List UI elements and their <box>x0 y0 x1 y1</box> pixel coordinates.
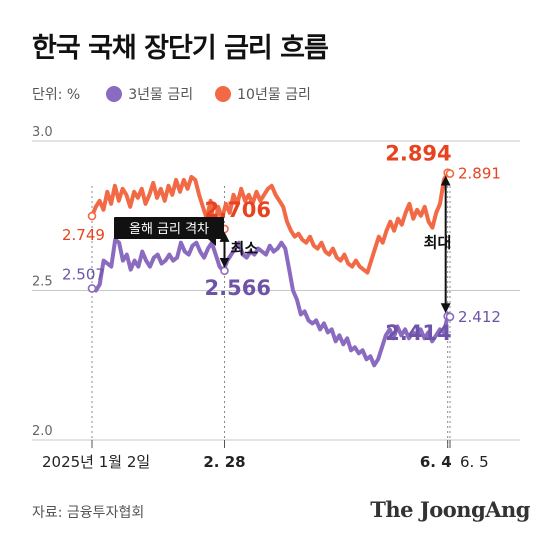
x-tick-label-0: 2025년 1월 2일 <box>42 453 150 471</box>
x-tick-label-2: 6. 4 <box>420 453 452 471</box>
unit-label: 단위: % <box>32 87 81 103</box>
marker-10y-start <box>87 211 97 221</box>
legend: 단위: % 3년물 금리 10년물 금리 <box>32 84 333 104</box>
source-note: 자료: 금융투자협회 <box>32 505 145 521</box>
label-10y-jun4: 2.894 <box>385 142 451 166</box>
y-tick-label-0: 3.0 <box>32 125 53 140</box>
max-gap-label: 최대 <box>424 234 452 252</box>
series-line-3y <box>90 237 452 368</box>
legend-item-10y: 10년물 금리 <box>215 84 311 104</box>
marker-10y-jun5 <box>445 169 455 178</box>
x-tick-label-3: 6. 5 <box>460 453 489 471</box>
callout-box <box>114 217 224 239</box>
legend-dot-3y <box>106 86 123 102</box>
label-3y-jun5: 2.412 <box>458 308 501 326</box>
label-3y-start: 2.507 <box>62 265 105 283</box>
chart-title: 한국 국채 장단기 금리 흐름 <box>32 33 329 64</box>
label-3y-min-gap: 2.566 <box>205 276 271 300</box>
min-gap-label: 최소 <box>231 240 259 258</box>
callout-text: 올해 금리 격차 <box>129 222 209 237</box>
marker-3y-start <box>87 284 97 293</box>
brand-logo: The JoongAng <box>370 497 530 522</box>
callout-pointer <box>208 239 216 246</box>
label-3y-jun4: 2.414 <box>385 321 451 345</box>
y-tick-label-1: 2.5 <box>32 275 53 290</box>
legend-item-3y: 3년물 금리 <box>106 84 193 104</box>
marker-3y-jun5 <box>445 312 455 322</box>
legend-dot-10y <box>215 86 232 102</box>
label-10y-start: 2.749 <box>62 226 105 244</box>
y-tick-label-2: 2.0 <box>32 424 53 439</box>
x-tick-label-1: 2. 28 <box>203 453 245 471</box>
label-10y-jun5: 2.891 <box>458 165 501 183</box>
marker-3y-min-gap <box>220 266 229 276</box>
legend-label-3y: 3년물 금리 <box>128 87 194 103</box>
series-line-10y <box>90 170 452 275</box>
legend-label-10y: 10년물 금리 <box>237 87 311 103</box>
